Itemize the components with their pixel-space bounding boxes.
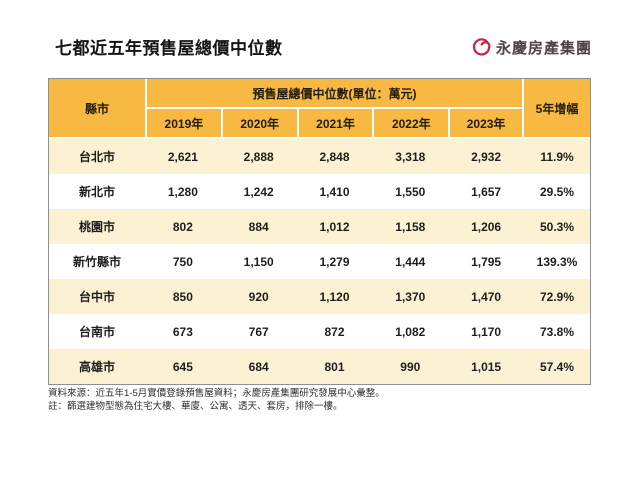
- header-year-2019: 2019年: [145, 109, 221, 139]
- brand-logo-text: 永慶房產集團: [495, 40, 592, 57]
- value-cell: 1,410: [319, 184, 350, 199]
- value-cell: 1,550: [395, 184, 426, 199]
- value-cell: 3,318: [395, 149, 426, 164]
- value-cell: 2,888: [243, 149, 274, 164]
- header-unit: 預售屋總價中位數(單位：萬元): [145, 79, 524, 109]
- city-cell: 高雄市: [78, 360, 115, 374]
- table-row-hsinchu: 新竹縣市 750 1,150 1,279 1,444 1,795 139.3%: [49, 244, 590, 279]
- header-year-2022: 2022年: [372, 109, 449, 139]
- city-cell: 新北市: [78, 185, 115, 199]
- value-cell: 920: [248, 289, 269, 304]
- growth-cell: 72.9%: [539, 289, 575, 304]
- value-cell: 1,470: [471, 289, 502, 304]
- table-row-taichung: 台中市 850 920 1,120 1,370 1,470 72.9%: [49, 279, 590, 314]
- source-note: 資料來源：近五年1-5月實價登錄預售屋資料；永慶房產集團研究發展中心彙整。: [48, 388, 385, 399]
- value-cell: 2,932: [471, 149, 502, 164]
- value-cell: 1,082: [395, 324, 426, 339]
- value-cell: 1,242: [243, 184, 274, 199]
- value-cell: 1,795: [471, 254, 502, 269]
- city-cell: 台北市: [78, 150, 115, 164]
- value-cell: 684: [248, 359, 269, 374]
- value-cell: 872: [324, 324, 345, 339]
- value-cell: 802: [172, 219, 193, 234]
- value-cell: 1,158: [395, 219, 426, 234]
- value-cell: 884: [248, 219, 269, 234]
- value-cell: 767: [248, 324, 269, 339]
- value-cell: 1,280: [167, 184, 198, 199]
- value-cell: 1,444: [395, 254, 426, 269]
- value-cell: 1,120: [319, 289, 350, 304]
- growth-cell: 11.9%: [540, 149, 574, 164]
- growth-cell: 50.3%: [539, 219, 575, 234]
- growth-cell: 29.5%: [539, 184, 575, 199]
- value-cell: 750: [172, 254, 193, 269]
- table-header: 縣市 預售屋總價中位數(單位：萬元) 5年增幅 2019年 2020年 2021…: [49, 79, 590, 139]
- value-cell: 1,012: [319, 219, 350, 234]
- value-cell: 2,848: [319, 149, 350, 164]
- header-year-2020: 2020年: [220, 109, 297, 139]
- value-cell: 1,015: [471, 359, 502, 374]
- header-year-2023: 2023年: [448, 109, 524, 139]
- city-cell: 桃園市: [78, 220, 115, 234]
- value-cell: 1,206: [471, 219, 502, 234]
- page-title: 七都近五年預售屋總價中位數: [55, 39, 283, 58]
- value-cell: 1,370: [395, 289, 426, 304]
- city-cell: 新竹縣市: [72, 255, 121, 269]
- table-row-taipei: 台北市 2,621 2,888 2,848 3,318 2,932 11.9%: [49, 139, 590, 174]
- value-cell: 645: [172, 359, 193, 374]
- brand-logo: 永慶房產集團: [471, 37, 592, 58]
- table-row-newtaipei: 新北市 1,280 1,242 1,410 1,550 1,657 29.5%: [49, 174, 590, 209]
- value-cell: 990: [400, 359, 421, 374]
- value-cell: 673: [172, 324, 193, 339]
- table-row-taoyuan: 桃園市 802 884 1,012 1,158 1,206 50.3%: [49, 209, 590, 244]
- value-cell: 1,150: [243, 254, 274, 269]
- header-year-2021: 2021年: [296, 109, 373, 139]
- growth-cell: 73.8%: [539, 324, 575, 339]
- value-cell: 1,657: [471, 184, 502, 199]
- table-row-kaohsiung: 高雄市 645 684 801 990 1,015 57.4%: [49, 349, 590, 384]
- header-growth: 5年增幅: [524, 79, 590, 139]
- data-table: 縣市 預售屋總價中位數(單位：萬元) 5年增幅 2019年 2020年 2021…: [48, 78, 591, 385]
- growth-cell: 139.3%: [536, 254, 578, 269]
- value-cell: 801: [324, 359, 345, 374]
- value-cell: 1,279: [319, 254, 350, 269]
- city-cell: 台中市: [78, 290, 115, 304]
- value-cell: 850: [172, 289, 193, 304]
- city-cell: 台南市: [78, 325, 115, 339]
- footnotes: 資料來源：近五年1-5月實價登錄預售屋資料；永慶房產集團研究發展中心彙整。 註：…: [48, 388, 592, 414]
- filter-note: 註：篩選建物型態為住宅大樓、華廈、公寓、透天、套房，排除一樓。: [48, 400, 343, 412]
- header-city: 縣市: [49, 79, 145, 139]
- growth-cell: 57.4%: [539, 359, 575, 374]
- value-cell: 2,621: [167, 149, 198, 164]
- value-cell: 1,170: [471, 324, 502, 339]
- table-row-tainan: 台南市 673 767 872 1,082 1,170 73.8%: [49, 314, 590, 349]
- yungching-spiral-icon: [471, 37, 492, 58]
